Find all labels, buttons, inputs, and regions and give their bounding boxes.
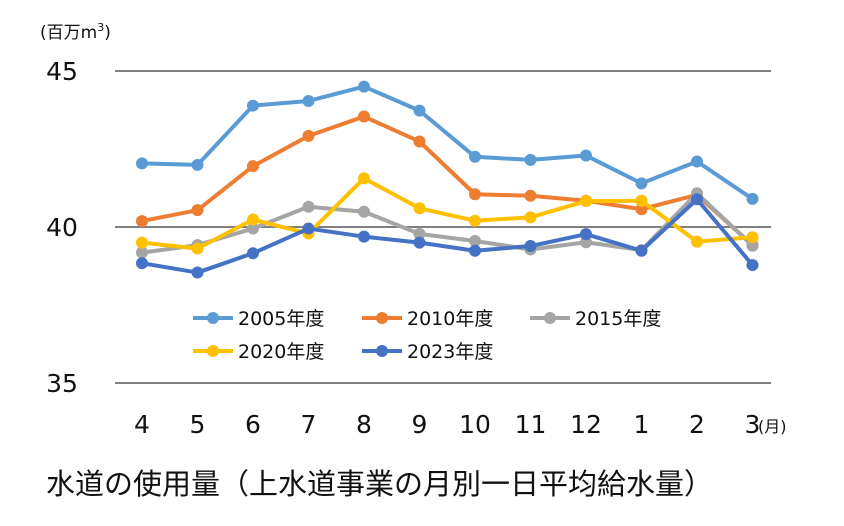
data-point [413, 135, 426, 148]
data-point [524, 240, 537, 253]
data-point [580, 195, 592, 208]
data-point [635, 194, 648, 207]
y-tick-label: 40 [46, 213, 78, 242]
data-point [358, 230, 370, 243]
data-point [635, 203, 648, 216]
data-point [524, 211, 537, 224]
data-point [413, 236, 426, 249]
x-tick-label: 5 [190, 410, 206, 439]
legend-item: 2015年度 [530, 308, 661, 330]
legend-label: 2023年度 [407, 341, 493, 363]
data-point [635, 177, 648, 190]
data-point [469, 150, 481, 163]
data-point [191, 242, 204, 255]
legend-item: 2005年度 [193, 308, 324, 330]
data-point [136, 246, 148, 259]
x-tick-label: 2 [689, 410, 705, 439]
legend-label: 2010年度 [407, 308, 493, 330]
data-point [469, 235, 481, 248]
x-tick-label: 10 [459, 410, 491, 439]
legend-label: 2005年度 [238, 308, 324, 330]
data-point [580, 149, 592, 162]
legend-item: 2020年度 [193, 341, 324, 363]
legend-marker [544, 312, 556, 324]
y-axis-unit-label: (百万m3) [40, 21, 111, 43]
data-point [191, 266, 204, 279]
series-line [141, 176, 753, 251]
data-point [635, 244, 648, 257]
legend-item: 2010年度 [362, 308, 493, 330]
x-tick-label: 7 [301, 410, 317, 439]
series-2005年度 [136, 80, 759, 205]
data-point [691, 155, 703, 168]
x-tick-label: 12 [570, 410, 602, 439]
data-point [302, 222, 315, 235]
data-point [191, 204, 204, 217]
x-tick-label: 4 [134, 410, 150, 439]
legend-label: 2020年度 [238, 341, 324, 363]
data-point [247, 160, 259, 173]
x-tick-label: 11 [515, 410, 547, 439]
data-point [302, 94, 315, 107]
data-point [191, 158, 204, 171]
chart-title: 水道の使用量（上水道事業の月別一日平均給水量） [46, 467, 713, 501]
data-point [691, 235, 703, 248]
data-point [413, 227, 426, 240]
y-tick-label: 35 [46, 369, 78, 398]
x-tick-label: 6 [245, 410, 261, 439]
data-point [469, 188, 481, 201]
data-point [746, 192, 759, 205]
series-line [141, 197, 755, 275]
data-point [691, 193, 703, 206]
x-tick-label: 9 [412, 410, 428, 439]
x-tick-label: 8 [356, 410, 372, 439]
data-point [136, 157, 148, 170]
data-point [746, 231, 759, 244]
data-point [358, 172, 370, 185]
legend-item: 2023年度 [362, 341, 493, 363]
data-point [136, 215, 148, 228]
y-tick-label: 45 [46, 57, 78, 86]
legend-marker [207, 312, 219, 324]
data-point [469, 214, 481, 227]
legend-marker [376, 312, 388, 324]
data-point [358, 205, 370, 218]
data-point [136, 236, 148, 249]
data-point [413, 202, 426, 215]
data-point [358, 80, 370, 93]
data-point [247, 213, 259, 226]
legend-label: 2015年度 [575, 308, 661, 330]
series-2023年度 [136, 193, 759, 279]
data-point [247, 99, 259, 112]
legend-marker [207, 345, 219, 357]
data-point [136, 257, 148, 270]
x-tick-label: 1 [634, 410, 650, 439]
data-point [746, 239, 759, 252]
data-point [302, 129, 315, 142]
data-point [302, 200, 315, 213]
data-point [469, 244, 481, 257]
legend-marker [376, 345, 388, 357]
x-axis-unit-label: (月) [758, 417, 787, 436]
data-point [247, 247, 259, 260]
data-point [746, 259, 759, 272]
data-point [247, 222, 259, 235]
data-point [524, 189, 537, 202]
data-point [358, 110, 370, 123]
data-point [524, 153, 537, 166]
data-point [413, 104, 426, 117]
x-tick-label: 3 [745, 410, 761, 439]
data-point [580, 228, 592, 241]
series-line [141, 84, 754, 201]
